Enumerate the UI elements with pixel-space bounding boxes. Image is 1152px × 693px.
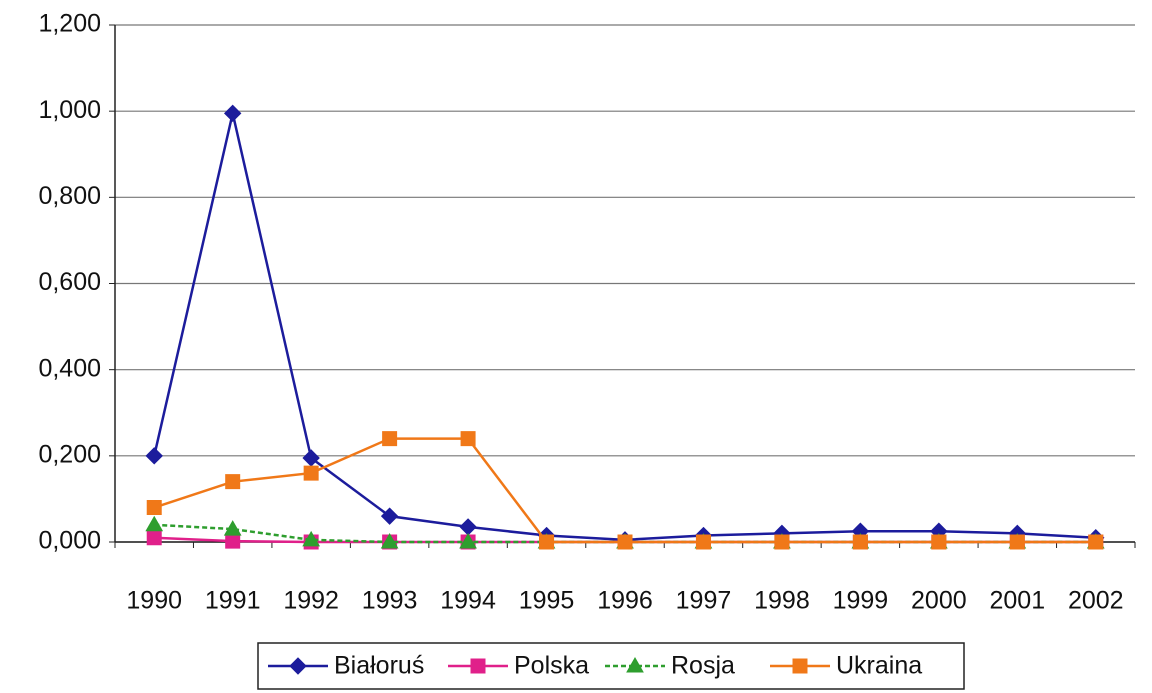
point-marker <box>225 533 241 549</box>
legend-label: Ukraina <box>836 652 922 680</box>
point-marker <box>460 431 476 447</box>
x-tick-label: 2001 <box>989 587 1045 615</box>
x-tick-label: 2000 <box>911 587 967 615</box>
y-tick-label: 0,200 <box>38 440 101 468</box>
point-marker <box>1088 534 1104 550</box>
point-marker <box>380 532 399 549</box>
x-tick-label: 1992 <box>283 587 339 615</box>
x-tick-label: 1998 <box>754 587 810 615</box>
legend-box <box>257 642 965 690</box>
point-marker <box>225 474 241 490</box>
series-line <box>153 437 1096 544</box>
x-tick-label: 1999 <box>833 587 889 615</box>
legend-label: Rosja <box>671 652 735 680</box>
point-marker <box>223 520 242 536</box>
y-tick-label: 1,200 <box>38 10 101 38</box>
point-marker <box>539 534 555 550</box>
y-tick-label: 1,000 <box>38 96 101 124</box>
point-marker <box>145 447 163 465</box>
point-marker <box>303 465 319 481</box>
point-marker <box>617 534 633 550</box>
point-marker <box>380 507 399 525</box>
x-tick-label: 1997 <box>676 587 732 615</box>
point-marker <box>852 534 868 550</box>
legend-marker <box>289 657 307 675</box>
point-marker <box>1009 534 1025 550</box>
point-marker <box>146 530 162 546</box>
point-marker <box>145 515 164 532</box>
x-tick-label: 1994 <box>440 587 496 615</box>
x-tick-label: 1995 <box>519 587 575 615</box>
point-marker <box>695 534 711 550</box>
y-tick-label: 0,800 <box>38 182 101 210</box>
x-tick-label: 2002 <box>1068 587 1124 615</box>
point-marker <box>931 534 947 550</box>
legend-marker <box>470 658 486 674</box>
y-tick-label: 0,400 <box>38 354 101 382</box>
point-marker <box>459 532 477 549</box>
point-marker <box>774 534 790 550</box>
x-tick-label: 1990 <box>126 587 182 615</box>
point-marker <box>382 431 398 447</box>
x-tick-label: 1991 <box>205 587 261 615</box>
x-tick-label: 1996 <box>597 587 653 615</box>
point-marker <box>459 518 477 536</box>
point-marker <box>146 500 162 516</box>
legend-marker <box>626 656 644 673</box>
legend-label: Polska <box>514 652 589 680</box>
y-tick-label: 0,000 <box>38 527 101 555</box>
legend-label: Białoruś <box>334 652 424 680</box>
y-tick-label: 0,600 <box>38 268 101 296</box>
point-marker <box>223 104 242 123</box>
x-tick-label: 1993 <box>362 587 418 615</box>
legend-marker <box>792 658 808 674</box>
point-marker <box>302 530 321 547</box>
